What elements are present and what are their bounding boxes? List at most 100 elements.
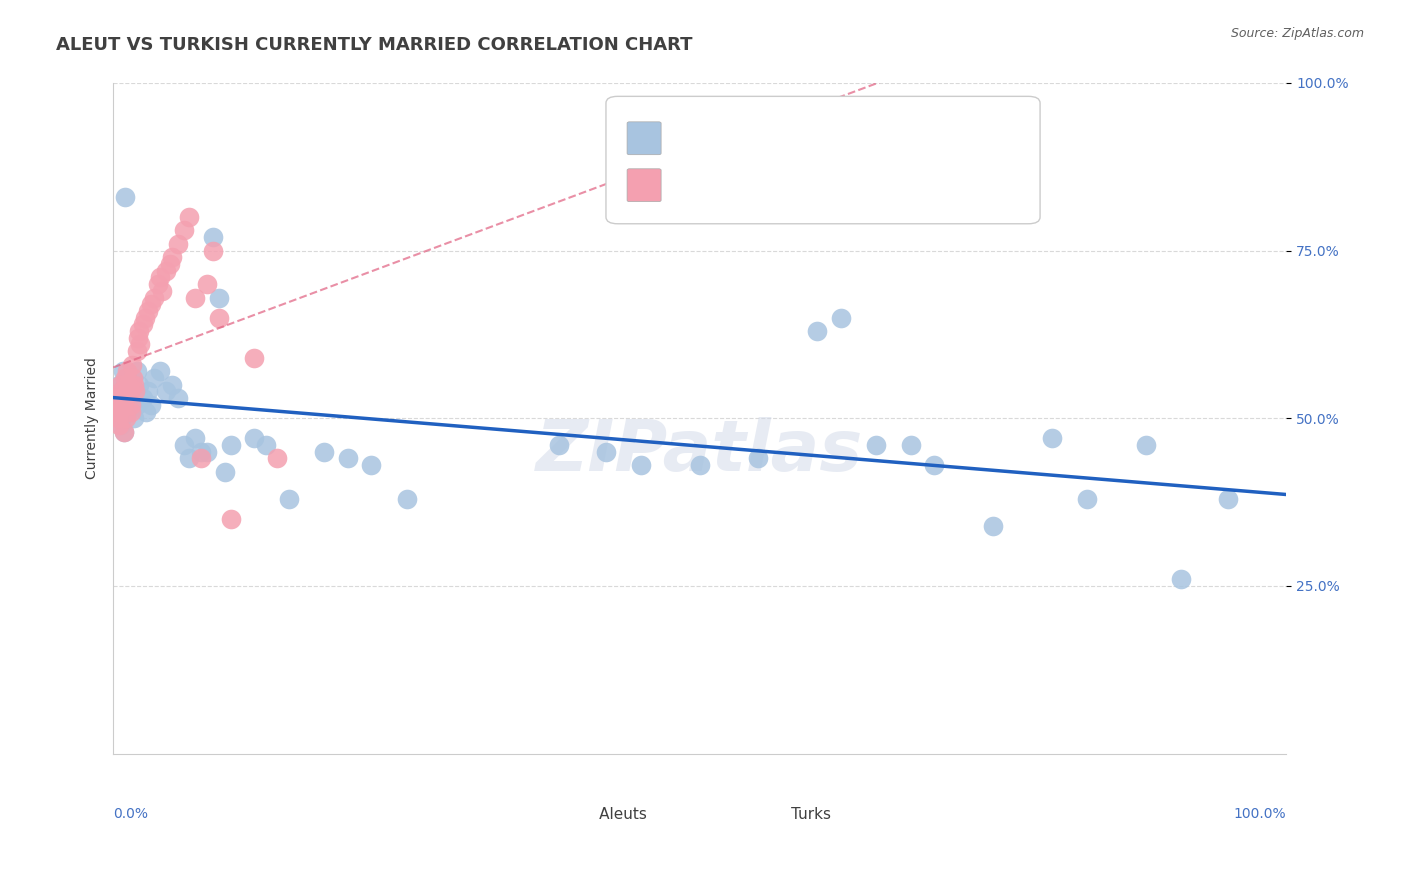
Point [1040, 431, 1063, 445]
Point [128, 377, 150, 392]
Point [115, 411, 138, 425]
Point [120, 398, 142, 412]
Point [125, 344, 148, 359]
Point [129, 337, 152, 351]
Point [208, 291, 231, 305]
Point [155, 263, 177, 277]
Point [195, 277, 218, 292]
Text: 100.0%: 100.0% [1234, 807, 1286, 822]
Point [160, 250, 183, 264]
Text: R =: R = [665, 136, 697, 152]
Point [1076, 491, 1098, 506]
Point [243, 351, 266, 365]
Point [110, 411, 132, 425]
Point [254, 438, 277, 452]
Point [104, 391, 127, 405]
FancyBboxPatch shape [744, 796, 779, 819]
Point [1135, 438, 1157, 452]
Point [117, 398, 139, 412]
Point [155, 384, 177, 399]
Point [125, 364, 148, 378]
Point [219, 512, 242, 526]
Point [110, 384, 132, 399]
Point [138, 304, 160, 318]
Point [630, 458, 652, 472]
Point [219, 438, 242, 452]
Point [152, 284, 174, 298]
Point [131, 318, 153, 332]
Point [166, 391, 188, 405]
Text: ALEUT VS TURKISH CURRENTLY MARRIED CORRELATION CHART: ALEUT VS TURKISH CURRENTLY MARRIED CORRE… [56, 36, 693, 54]
Point [108, 377, 131, 392]
Point [173, 223, 195, 237]
Point [107, 411, 129, 425]
Point [208, 310, 231, 325]
Point [128, 324, 150, 338]
Text: Source: ZipAtlas.com: Source: ZipAtlas.com [1230, 27, 1364, 40]
FancyBboxPatch shape [546, 796, 579, 819]
Point [117, 377, 139, 392]
Point [117, 404, 139, 418]
Point [806, 324, 828, 338]
Text: 59: 59 [922, 136, 943, 152]
Point [924, 458, 946, 472]
Point [201, 244, 224, 258]
Point [121, 358, 143, 372]
Point [214, 465, 236, 479]
Point [190, 451, 212, 466]
Point [243, 431, 266, 445]
Point [166, 236, 188, 251]
Point [143, 291, 166, 305]
Point [1216, 491, 1239, 506]
Point [110, 377, 132, 392]
Point [127, 331, 149, 345]
Point [830, 310, 852, 325]
Text: 47: 47 [922, 184, 943, 199]
Point [114, 391, 136, 405]
Point [314, 444, 336, 458]
Point [184, 291, 207, 305]
Point [124, 411, 146, 425]
Point [111, 364, 134, 378]
Point [124, 377, 146, 392]
Point [143, 371, 166, 385]
Point [548, 438, 571, 452]
Point [104, 391, 127, 405]
Point [146, 277, 169, 292]
Point [117, 364, 139, 378]
Point [135, 404, 157, 418]
Point [110, 417, 132, 432]
Point [865, 438, 887, 452]
Point [107, 398, 129, 412]
Point [179, 210, 201, 224]
Point [105, 398, 128, 412]
Point [114, 190, 136, 204]
Point [139, 398, 162, 412]
Point [114, 371, 136, 385]
Text: ZIPatlas: ZIPatlas [536, 417, 863, 486]
Y-axis label: Currently Married: Currently Married [86, 358, 100, 479]
FancyBboxPatch shape [606, 96, 1040, 224]
Point [395, 491, 418, 506]
Text: Aleuts: Aleuts [565, 807, 647, 822]
Point [160, 377, 183, 392]
Point [1170, 572, 1192, 586]
Point [179, 451, 201, 466]
Point [184, 431, 207, 445]
Text: N =: N = [852, 136, 886, 152]
Point [131, 391, 153, 405]
Point [108, 404, 131, 418]
Text: 0.359: 0.359 [735, 184, 783, 199]
Point [201, 230, 224, 244]
Point [108, 417, 131, 432]
Text: N =: N = [852, 184, 886, 199]
FancyBboxPatch shape [627, 169, 661, 202]
Text: R =: R = [665, 184, 703, 199]
Point [266, 451, 288, 466]
Point [900, 438, 922, 452]
Point [173, 438, 195, 452]
Point [134, 310, 156, 325]
Point [139, 297, 162, 311]
Text: -0.325: -0.325 [735, 136, 790, 152]
Point [118, 384, 141, 399]
